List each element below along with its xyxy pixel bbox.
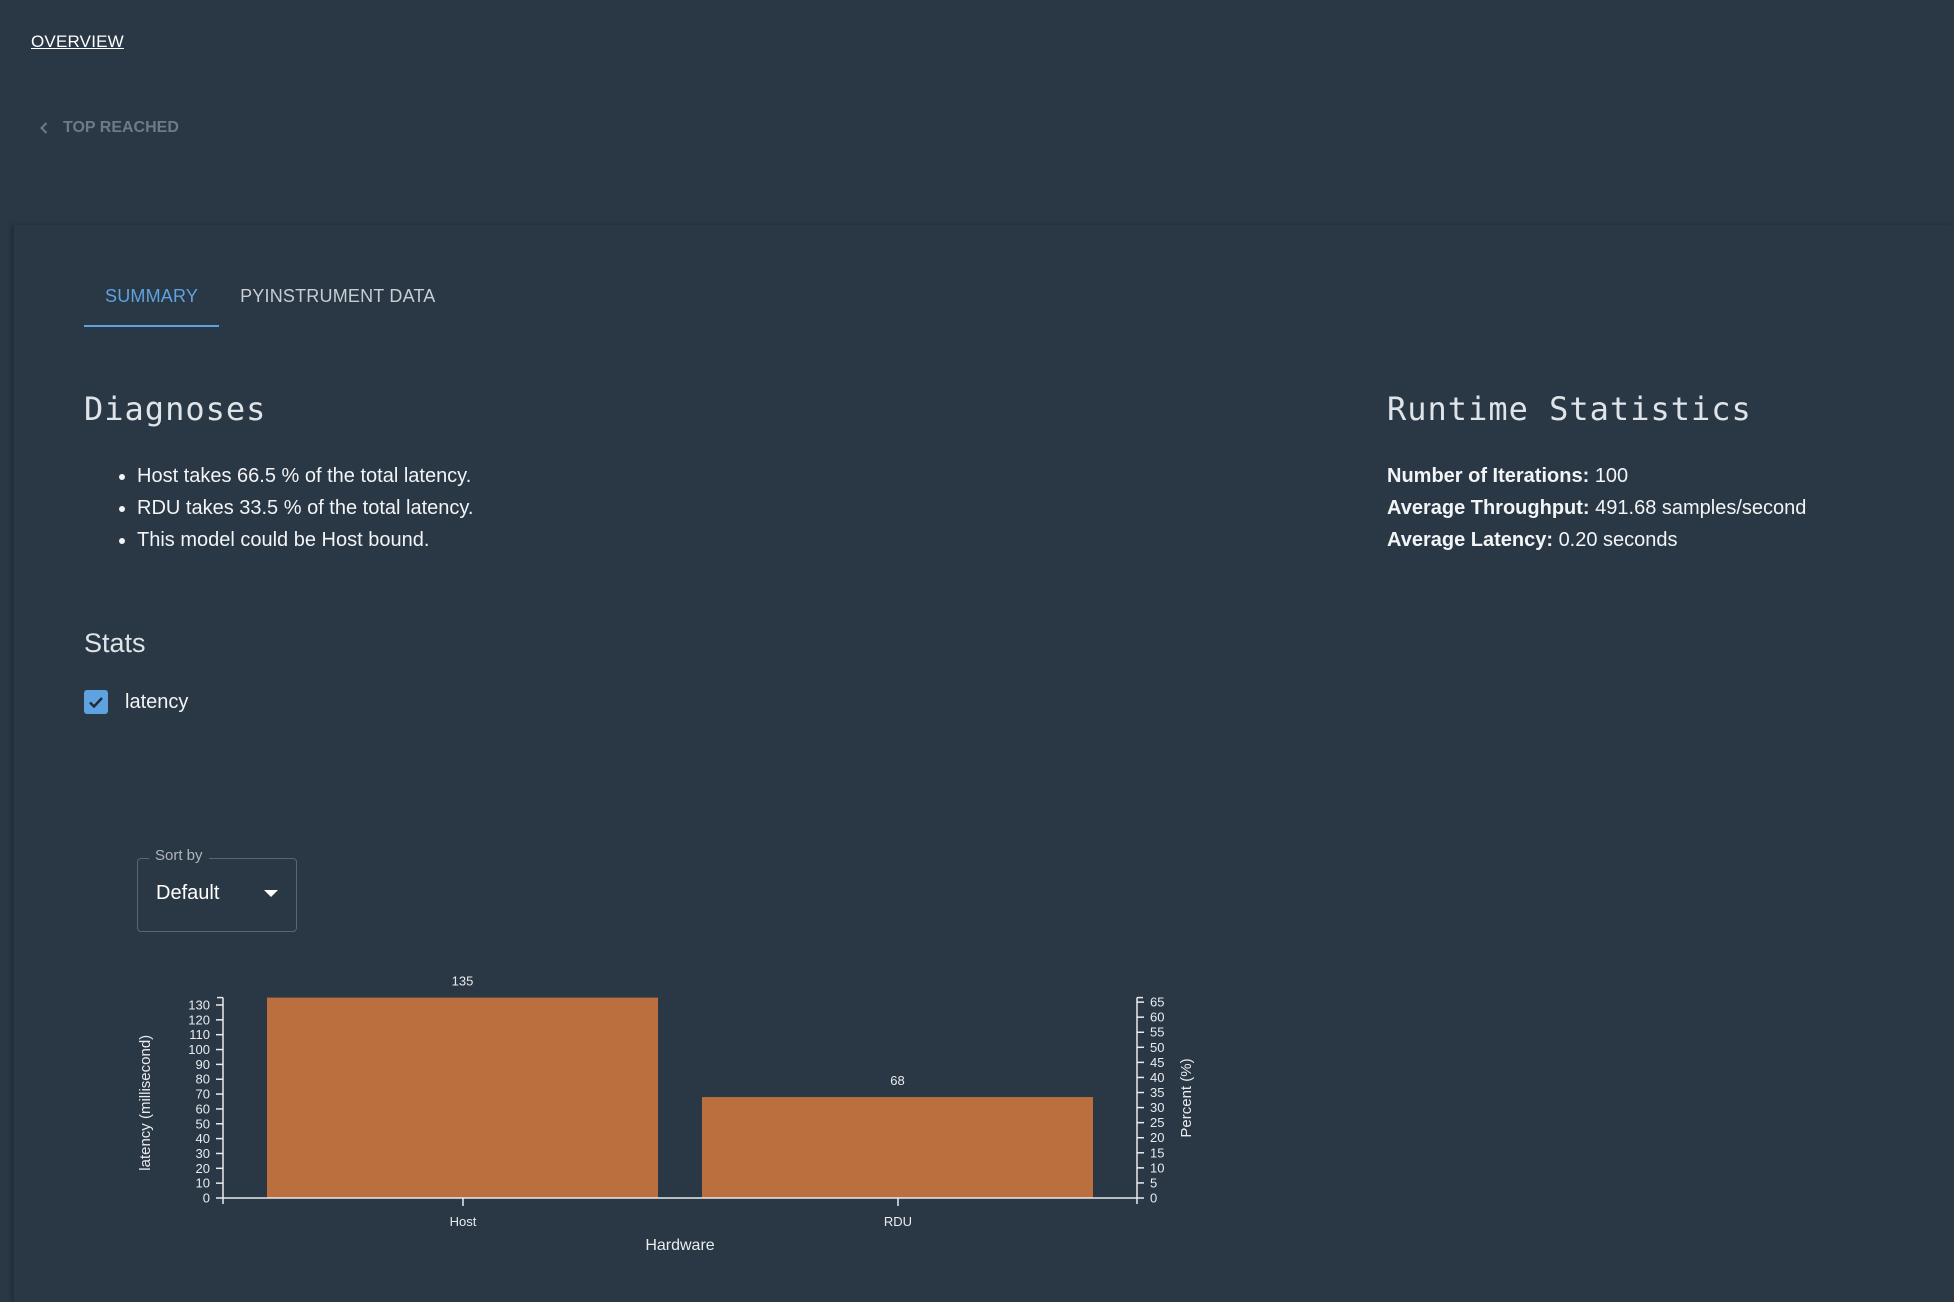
y-tick-label: 30 [196, 1146, 210, 1161]
stat-value: 491.68 samples/second [1595, 497, 1807, 519]
sort-by-select[interactable] [137, 858, 297, 932]
latency-checkbox-label: latency [125, 690, 189, 713]
y-tick-label: 60 [196, 1101, 210, 1116]
x-tick-label: RDU [884, 1214, 912, 1229]
back-top-reached-button[interactable]: TOP REACHED [34, 118, 179, 138]
y-right-tick-label: 50 [1150, 1040, 1164, 1055]
y-right-tick-label: 25 [1150, 1115, 1164, 1130]
overview-link[interactable]: OVERVIEW [31, 32, 124, 51]
diagnoses-title: Diagnoses [84, 390, 267, 428]
sort-by-label: Sort by [149, 847, 209, 864]
chevron-left-icon [40, 122, 48, 134]
y-right-tick-label: 55 [1150, 1025, 1164, 1040]
stat-label: Number of Iterations: [1387, 465, 1590, 487]
y-right-tick-label: 15 [1150, 1145, 1164, 1160]
y-right-tick-label: 10 [1150, 1160, 1164, 1175]
y-right-tick-label: 40 [1150, 1070, 1164, 1085]
latency-checkbox[interactable] [84, 690, 108, 714]
y-right-tick-label: 30 [1150, 1100, 1164, 1115]
dropdown-caret-icon [264, 890, 278, 897]
bar-host [267, 997, 658, 1198]
sort-by-value: Default [156, 882, 220, 904]
diagnosis-item: Host takes 66.5 % of the total latency. [137, 460, 473, 492]
diagnoses-list: Host takes 66.5 % of the total latency. … [110, 460, 473, 556]
stats-title: Stats [84, 628, 146, 658]
bar-value-label: 135 [452, 974, 474, 989]
y-right-tick-label: 65 [1150, 995, 1164, 1010]
y-right-tick-label: 35 [1150, 1085, 1164, 1100]
y-tick-label: 50 [196, 1116, 210, 1131]
bar-value-label: 68 [890, 1073, 904, 1088]
diagnosis-item: RDU takes 33.5 % of the total latency. [137, 492, 473, 524]
y-axis-title: latency (millisecond) [137, 1035, 154, 1171]
y-tick-label: 10 [196, 1176, 210, 1191]
y-right-tick-label: 0 [1150, 1191, 1157, 1206]
tab-summary[interactable]: SUMMARY [84, 278, 220, 327]
y-tick-label: 40 [196, 1131, 210, 1146]
y-tick-label: 0 [203, 1191, 210, 1206]
stat-label: Average Latency: [1387, 529, 1553, 551]
y-right-tick-label: 5 [1150, 1175, 1157, 1190]
stat-row-iterations: Number of Iterations: 100 [1387, 460, 1806, 492]
tab-pyinstrument-data[interactable]: PYINSTRUMENT DATA [240, 286, 436, 306]
y-tick-label: 130 [188, 998, 210, 1013]
checkmark-icon [89, 697, 103, 709]
stat-value: 0.20 seconds [1558, 529, 1678, 551]
y-tick-label: 100 [188, 1042, 210, 1057]
runtime-statistics-title: Runtime Statistics [1387, 390, 1752, 428]
y-tick-label: 110 [189, 1027, 210, 1042]
diagnosis-item: This model could be Host bound. [137, 524, 473, 556]
x-tick-label: Host [450, 1214, 477, 1229]
y-tick-label: 70 [196, 1087, 210, 1102]
y-tick-label: 120 [188, 1012, 210, 1027]
runtime-statistics-list: Number of Iterations: 100 Average Throug… [1387, 460, 1806, 556]
y-tick-label: 80 [196, 1072, 210, 1087]
stat-row-throughput: Average Throughput: 491.68 samples/secon… [1387, 492, 1806, 524]
y-right-axis-title: Percent (%) [1178, 1058, 1195, 1137]
back-label: TOP REACHED [63, 119, 179, 136]
tab-bar: SUMMARY PYINSTRUMENT DATA [84, 278, 457, 327]
stat-value: 100 [1594, 465, 1629, 487]
stat-row-latency: Average Latency: 0.20 seconds [1387, 524, 1806, 556]
x-axis-title: Hardware [645, 1237, 714, 1254]
y-tick-label: 90 [196, 1057, 210, 1072]
stat-label: Average Throughput: [1387, 497, 1590, 519]
y-right-tick-label: 60 [1150, 1010, 1164, 1025]
y-right-tick-label: 20 [1150, 1130, 1164, 1145]
bar-rdu [702, 1097, 1093, 1198]
y-right-tick-label: 45 [1150, 1055, 1164, 1070]
latency-checkbox-row[interactable]: latency [84, 690, 188, 714]
y-tick-label: 20 [196, 1161, 210, 1176]
